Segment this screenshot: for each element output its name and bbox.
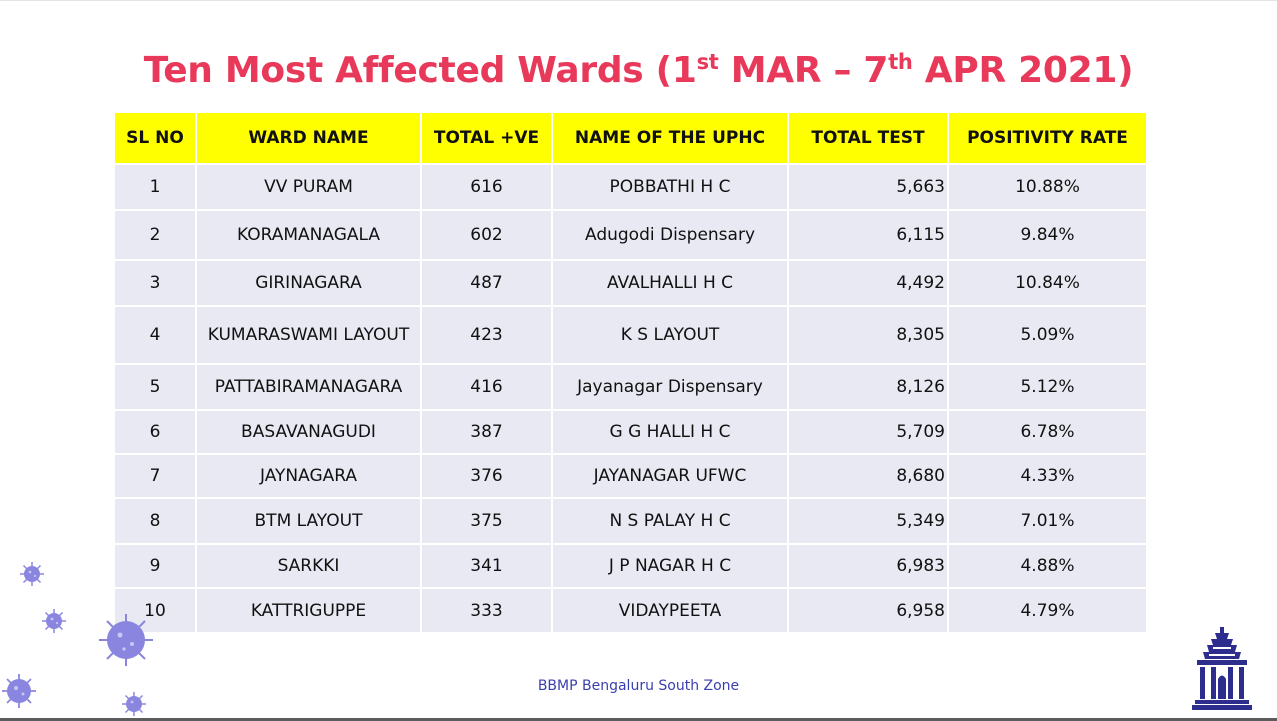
header-total-positive: TOTAL +VE — [421, 113, 553, 164]
cell-uphc-name: VIDAYPEETA — [552, 587, 789, 632]
cell-uphc-name: J P NAGAR H C — [552, 543, 789, 588]
virus-icon — [2, 674, 36, 708]
cell-uphc-name: G G HALLI H C — [552, 409, 789, 454]
cell-total-positive: 616 — [421, 163, 553, 210]
virus-icon — [20, 562, 44, 586]
cell-ward-name: JAYNAGARA — [196, 453, 422, 498]
header-sl-no: SL NO — [115, 113, 197, 164]
cell-sl-no: 3 — [115, 259, 197, 306]
cell-positivity-rate: 4.79% — [948, 587, 1146, 632]
cell-positivity-rate: 4.33% — [948, 453, 1146, 498]
virus-icon — [99, 614, 153, 666]
cell-ward-name: BTM LAYOUT — [196, 497, 422, 544]
cell-total-test: 5,349 — [788, 497, 949, 544]
cell-positivity-rate: 4.88% — [948, 543, 1146, 588]
slide-title: Ten Most Affected Wards (1st MAR – 7th A… — [143, 50, 1134, 91]
cell-ward-name: GIRINAGARA — [196, 259, 422, 306]
cell-sl-no: 8 — [115, 497, 197, 544]
temple-emblem-icon — [1192, 627, 1252, 710]
cell-total-positive: 376 — [421, 453, 553, 498]
cell-uphc-name: Adugodi Dispensary — [552, 209, 789, 260]
wards-table: SL NO WARD NAME TOTAL +VE NAME OF THE UP… — [115, 113, 1146, 632]
cell-ward-name: KATTRIGUPPE — [196, 587, 422, 632]
cell-total-positive: 341 — [421, 543, 553, 588]
table-row: 5 PATTABIRAMANAGARA 416 Jayanagar Dispensar… — [115, 363, 1146, 410]
cell-total-positive: 487 — [421, 259, 553, 306]
cell-sl-no: 4 — [115, 305, 197, 364]
cell-positivity-rate: 10.88% — [948, 163, 1146, 210]
bottom-divider — [0, 718, 1277, 721]
cell-uphc-name: JAYANAGAR UFWC — [552, 453, 789, 498]
top-divider — [0, 0, 1277, 1]
cell-positivity-rate: 7.01% — [948, 497, 1146, 544]
cell-sl-no: 6 — [115, 409, 197, 454]
cell-uphc-name: Jayanagar Dispensary — [552, 363, 789, 410]
cell-total-test: 4,492 — [788, 259, 949, 306]
cell-sl-no: 9 — [115, 543, 197, 588]
cell-sl-no: 5 — [115, 363, 197, 410]
cell-ward-name: KORAMANAGALA — [196, 209, 422, 260]
cell-positivity-rate: 5.12% — [948, 363, 1146, 410]
cell-positivity-rate: 10.84% — [948, 259, 1146, 306]
table-row: 1 VV PURAM 616 POBBATHI H C 5,663 10.88% — [115, 163, 1146, 210]
header-ward-name: WARD NAME — [196, 113, 422, 164]
table-row: 8 BTM LAYOUT 375 N S PALAY H C 5,349 7.01% — [115, 497, 1146, 544]
header-total-test: TOTAL TEST — [788, 113, 949, 164]
cell-positivity-rate: 6.78% — [948, 409, 1146, 454]
cell-positivity-rate: 5.09% — [948, 305, 1146, 364]
cell-uphc-name: K S LAYOUT — [552, 305, 789, 364]
cell-ward-name: SARKKI — [196, 543, 422, 588]
cell-positivity-rate: 9.84% — [948, 209, 1146, 260]
cell-ward-name: VV PURAM — [196, 163, 422, 210]
cell-sl-no: 7 — [115, 453, 197, 498]
cell-total-test: 8,305 — [788, 305, 949, 364]
cell-total-test: 6,958 — [788, 587, 949, 632]
footer-text: BBMP Bengaluru South Zone — [537, 678, 740, 694]
cell-total-test: 5,663 — [788, 163, 949, 210]
virus-icon — [122, 692, 146, 716]
cell-total-positive: 423 — [421, 305, 553, 364]
cell-sl-no: 2 — [115, 209, 197, 260]
cell-total-positive: 602 — [421, 209, 553, 260]
table-row: 10 KATTRIGUPPE 333 VIDAYPEETA 6,958 4.79% — [115, 587, 1146, 632]
cell-total-test: 6,115 — [788, 209, 949, 260]
cell-total-test: 8,680 — [788, 453, 949, 498]
table-row: 7 JAYNAGARA 376 JAYANAGAR UFWC 8,680 4.33% — [115, 453, 1146, 498]
table-row: 4 KUMARASWAMI LAYOUT 423 K S LAYOUT 8,305 5.0… — [115, 305, 1146, 364]
table-row: 2 KORAMANAGALA 602 Adugodi Dispensary 6,115 9… — [115, 209, 1146, 260]
table-body: 1 VV PURAM 616 POBBATHI H C 5,663 10.88% 2 KORA… — [115, 163, 1146, 632]
cell-total-test: 5,709 — [788, 409, 949, 454]
virus-icon — [42, 609, 66, 633]
cell-ward-name: KUMARASWAMI LAYOUT — [196, 305, 422, 364]
cell-total-test: 6,983 — [788, 543, 949, 588]
cell-total-positive: 416 — [421, 363, 553, 410]
table-row: 9 SARKKI 341 J P NAGAR H C 6,983 4.88% — [115, 543, 1146, 588]
cell-ward-name: BASAVANAGUDI — [196, 409, 422, 454]
cell-uphc-name: POBBATHI H C — [552, 163, 789, 210]
cell-uphc-name: N S PALAY H C — [552, 497, 789, 544]
cell-total-positive: 333 — [421, 587, 553, 632]
cell-total-test: 8,126 — [788, 363, 949, 410]
cell-ward-name: PATTABIRAMANAGARA — [196, 363, 422, 410]
cell-sl-no: 1 — [115, 163, 197, 210]
table-header-row: SL NO WARD NAME TOTAL +VE NAME OF THE UP… — [115, 113, 1146, 164]
header-positivity-rate: POSITIVITY RATE — [948, 113, 1146, 164]
header-uphc-name: NAME OF THE UPHC — [552, 113, 789, 164]
table-row: 6 BASAVANAGUDI 387 G G HALLI H C 5,709 6.78% — [115, 409, 1146, 454]
cell-total-positive: 375 — [421, 497, 553, 544]
cell-total-positive: 387 — [421, 409, 553, 454]
table-row: 3 GIRINAGARA 487 AVALHALLI H C 4,492 10.84% — [115, 259, 1146, 306]
cell-uphc-name: AVALHALLI H C — [552, 259, 789, 306]
